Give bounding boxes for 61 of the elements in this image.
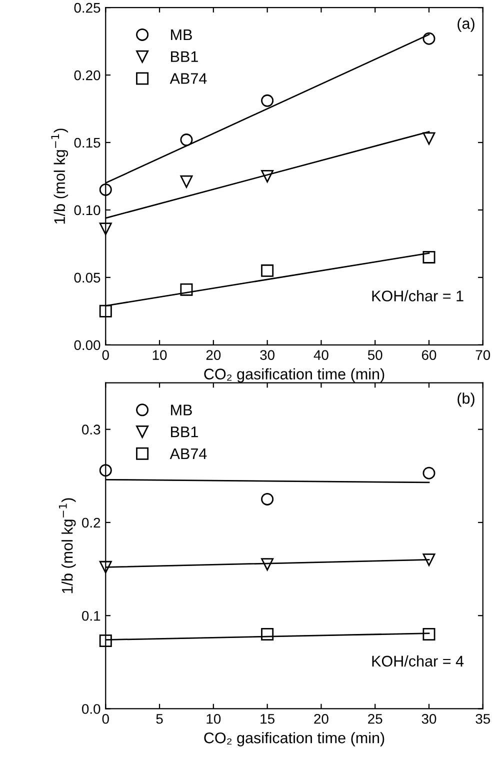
x-tick-label: 20: [206, 350, 221, 360]
y-tick-label: 0.3: [82, 424, 100, 435]
x-tick-label: 35: [476, 714, 490, 724]
x-tick-label: 50: [368, 350, 382, 360]
x-tick-label: 5: [156, 714, 163, 724]
x-tick-label: 70: [476, 350, 490, 360]
point: [261, 170, 274, 182]
y-tick-label: 0.2: [82, 518, 100, 528]
point: [99, 634, 112, 647]
x-tick-label: 30: [422, 714, 436, 724]
point: [261, 94, 274, 107]
point: [261, 628, 274, 640]
y-tick-label: 0.25: [74, 2, 100, 13]
point: [261, 264, 274, 277]
legend-label: MB: [171, 404, 192, 416]
point: [99, 304, 112, 318]
x-tick-label: 10: [206, 714, 221, 724]
point: [422, 628, 436, 640]
point: [99, 183, 112, 196]
annotation: (a): [458, 18, 474, 32]
x-tick-label: 25: [368, 714, 382, 724]
point: [422, 132, 436, 145]
x-tick-label: 0: [102, 714, 109, 724]
y-tick-label: 0.10: [74, 205, 100, 216]
point: [99, 222, 112, 236]
x-tick-label: 30: [260, 350, 274, 360]
y-axis-title: 1/b (mol kg$^{−1}$): [51, 128, 68, 224]
y-tick-label: 0.05: [74, 272, 100, 283]
annotation: (b): [458, 392, 474, 407]
point: [261, 492, 274, 506]
point: [180, 175, 193, 188]
point: [422, 466, 436, 480]
y-tick-label: 0.15: [74, 138, 100, 148]
y-tick-label: 0.1: [82, 610, 100, 621]
annotation: KOH/char = 1: [372, 290, 464, 302]
y-tick-label: 0.20: [74, 70, 100, 80]
legend-label: MB: [171, 30, 192, 40]
point: [99, 464, 112, 477]
point: [261, 558, 274, 571]
point: [422, 32, 436, 45]
legend-label: AB74: [170, 73, 207, 84]
legend-label: BB1: [171, 51, 198, 62]
legend-label: BB1: [171, 426, 198, 438]
point: [180, 134, 193, 146]
x-tick-label: 10: [152, 350, 167, 360]
x-tick-label: 60: [422, 350, 436, 360]
x-tick-label: 0: [102, 350, 109, 360]
y-tick-label: 0.00: [74, 340, 100, 350]
legend-label: AB74: [170, 448, 207, 460]
point: [180, 283, 193, 296]
y-tick-label: 0.0: [82, 704, 100, 714]
x-tick-label: 40: [314, 350, 328, 360]
y-axis-title: 1/b (mol kg$^{−1}$): [58, 498, 76, 594]
x-tick-label: 15: [260, 714, 274, 724]
annotation: KOH/char = 4: [372, 655, 464, 667]
x-tick-label: 20: [314, 714, 328, 724]
x-axis-title: CO₂ gasification time (min): [204, 732, 384, 746]
x-axis-title: CO₂ gasification time (min): [204, 368, 384, 382]
point: [99, 560, 112, 574]
point: [422, 250, 436, 264]
point: [422, 553, 436, 566]
